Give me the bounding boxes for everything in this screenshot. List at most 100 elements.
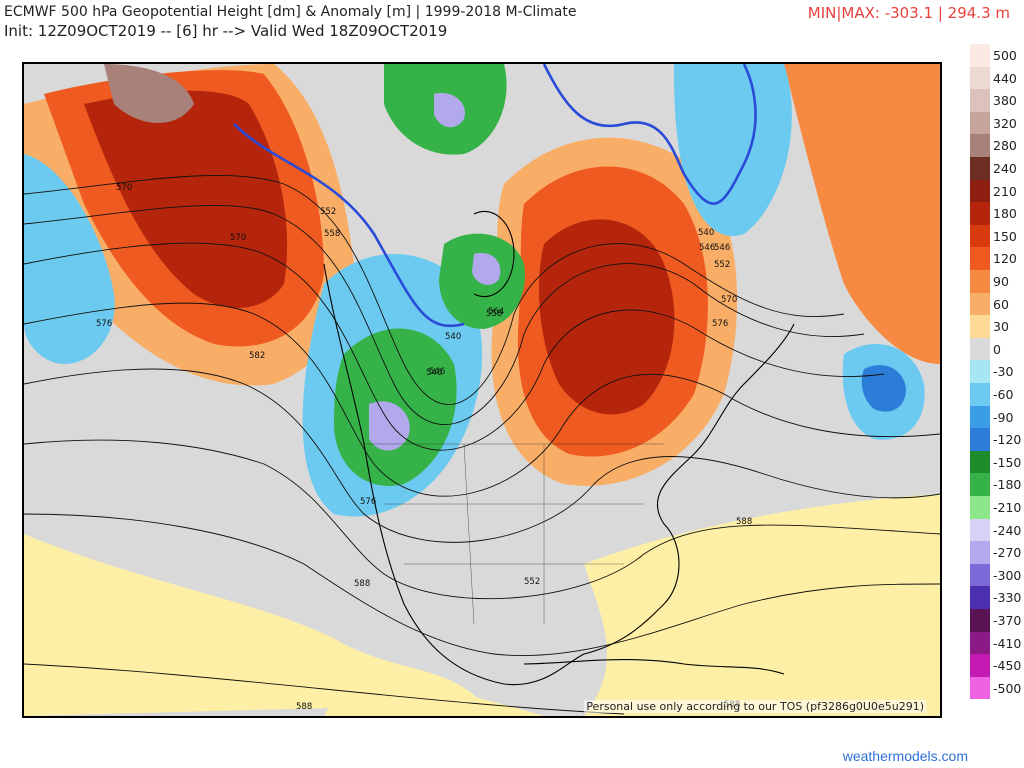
legend-label: 380 — [993, 93, 1017, 109]
legend-label: 500 — [993, 48, 1017, 63]
legend-item: 150 — [968, 224, 1024, 248]
contour-label: 540 — [698, 228, 714, 238]
contour-label: 570 — [230, 233, 246, 243]
legend-label: -410 — [993, 635, 1022, 651]
legend-label: -180 — [993, 477, 1022, 493]
legend-item: 0 — [968, 337, 1024, 361]
legend-swatch — [970, 44, 990, 67]
anomaly-legend: 500 440 380 320 280 240 210 180 150 120 90 60 30 0 -30… — [968, 44, 1024, 724]
legend-item: 240 — [968, 157, 1024, 180]
legend-item: 60 — [968, 292, 1024, 316]
legend-item: -370 — [968, 609, 1024, 632]
legend-item: -60 — [968, 383, 1024, 406]
legend-swatch — [970, 428, 990, 451]
contour-label: 552 — [524, 577, 540, 587]
legend-swatch — [970, 405, 990, 429]
contour-label: 588 — [736, 517, 752, 527]
contour-label: 588 — [296, 702, 312, 712]
legend-label: 150 — [993, 228, 1017, 244]
contour-label: 588 — [354, 579, 370, 589]
legend-item: -90 — [968, 405, 1024, 429]
contour-label: 546 — [714, 243, 730, 253]
legend-label: -150 — [993, 454, 1022, 470]
legend-item: 120 — [968, 247, 1024, 270]
legend-label: -270 — [993, 545, 1022, 561]
legend-item: -30 — [968, 360, 1024, 383]
legend-item: 180 — [968, 202, 1024, 225]
legend-swatch — [970, 609, 990, 632]
legend-label: -210 — [993, 500, 1022, 515]
anomaly-area — [84, 90, 288, 308]
legend-swatch — [970, 383, 990, 406]
legend-item: -150 — [968, 450, 1024, 474]
legend-item: -330 — [968, 586, 1024, 609]
legend-label: -240 — [993, 522, 1022, 538]
legend-swatch — [970, 518, 990, 542]
legend-label: -450 — [993, 658, 1022, 674]
legend-swatch — [970, 496, 990, 519]
state-borders — [364, 443, 664, 625]
anomaly-area — [861, 365, 906, 412]
contour-label: 570 — [721, 295, 737, 305]
anomaly-area — [324, 664, 544, 716]
legend-label: 0 — [993, 341, 1001, 357]
legend-swatch — [970, 541, 990, 564]
legend-swatch — [970, 360, 990, 383]
footer-link[interactable]: weathermodels.com — [842, 748, 968, 764]
height-contours — [24, 175, 940, 715]
legend-swatch — [970, 202, 990, 225]
legend-label: -330 — [993, 590, 1022, 606]
minmax-readout: MIN|MAX: -303.1 | 294.3 m — [807, 4, 1010, 22]
legend-item: 30 — [968, 315, 1024, 338]
legend-swatch — [970, 563, 990, 587]
legend-label: 210 — [993, 183, 1017, 199]
legend-label: 180 — [993, 206, 1017, 222]
legend-swatch — [970, 473, 990, 496]
legend-swatch — [970, 66, 990, 90]
legend-label: -370 — [993, 613, 1022, 628]
legend-swatch — [970, 315, 990, 338]
contour-label: 576 — [712, 319, 728, 329]
legend-label: -500 — [993, 680, 1022, 696]
contour-label: 570 — [116, 183, 132, 193]
legend-swatch — [970, 676, 990, 700]
contour-label: 576 — [360, 497, 376, 507]
legend-item: -120 — [968, 428, 1024, 451]
contour-label: 558 — [324, 229, 340, 239]
legend-swatch — [970, 654, 990, 677]
thick-546-contour — [233, 64, 757, 328]
legend-item: -180 — [968, 473, 1024, 496]
legend-label: -90 — [993, 409, 1014, 425]
anomaly-map: 570 570 576 552 558 582 552 546 540 546 546 552 570 5… — [22, 62, 942, 718]
legend-item: 280 — [968, 134, 1024, 157]
legend-swatch — [970, 134, 990, 157]
contour-label: 582 — [249, 351, 265, 361]
legend-item: -270 — [968, 541, 1024, 564]
anomaly-area — [784, 64, 940, 364]
legend-swatch — [970, 111, 990, 135]
map-subtitle: Init: 12Z09OCT2019 -- [6] hr --> Valid W… — [4, 22, 448, 40]
legend-item: -300 — [968, 563, 1024, 587]
legend-label: 240 — [993, 161, 1017, 176]
anomaly-area — [104, 64, 194, 123]
legend-item: 320 — [968, 111, 1024, 135]
contour-label: 552 — [320, 207, 336, 217]
legend-item: 500 — [968, 44, 1024, 67]
tos-notice: Personal use only according to our TOS (… — [584, 700, 926, 713]
contour-label: 564 — [488, 307, 504, 317]
legend-label: -30 — [993, 364, 1014, 380]
legend-swatch — [970, 631, 990, 655]
legend-label: -120 — [993, 432, 1022, 448]
legend-item: 210 — [968, 179, 1024, 203]
legend-swatch — [970, 337, 990, 361]
anomaly-area — [369, 401, 410, 451]
legend-swatch — [970, 179, 990, 203]
legend-label: -60 — [993, 387, 1014, 402]
legend-label: 120 — [993, 251, 1017, 267]
map-canvas: 5705705765525585825525465405465465525705… — [24, 64, 940, 716]
anomaly-area — [539, 219, 675, 415]
legend-item: -210 — [968, 496, 1024, 519]
legend-label: 320 — [993, 115, 1017, 131]
legend-swatch — [970, 270, 990, 293]
legend-label: 30 — [993, 319, 1009, 335]
